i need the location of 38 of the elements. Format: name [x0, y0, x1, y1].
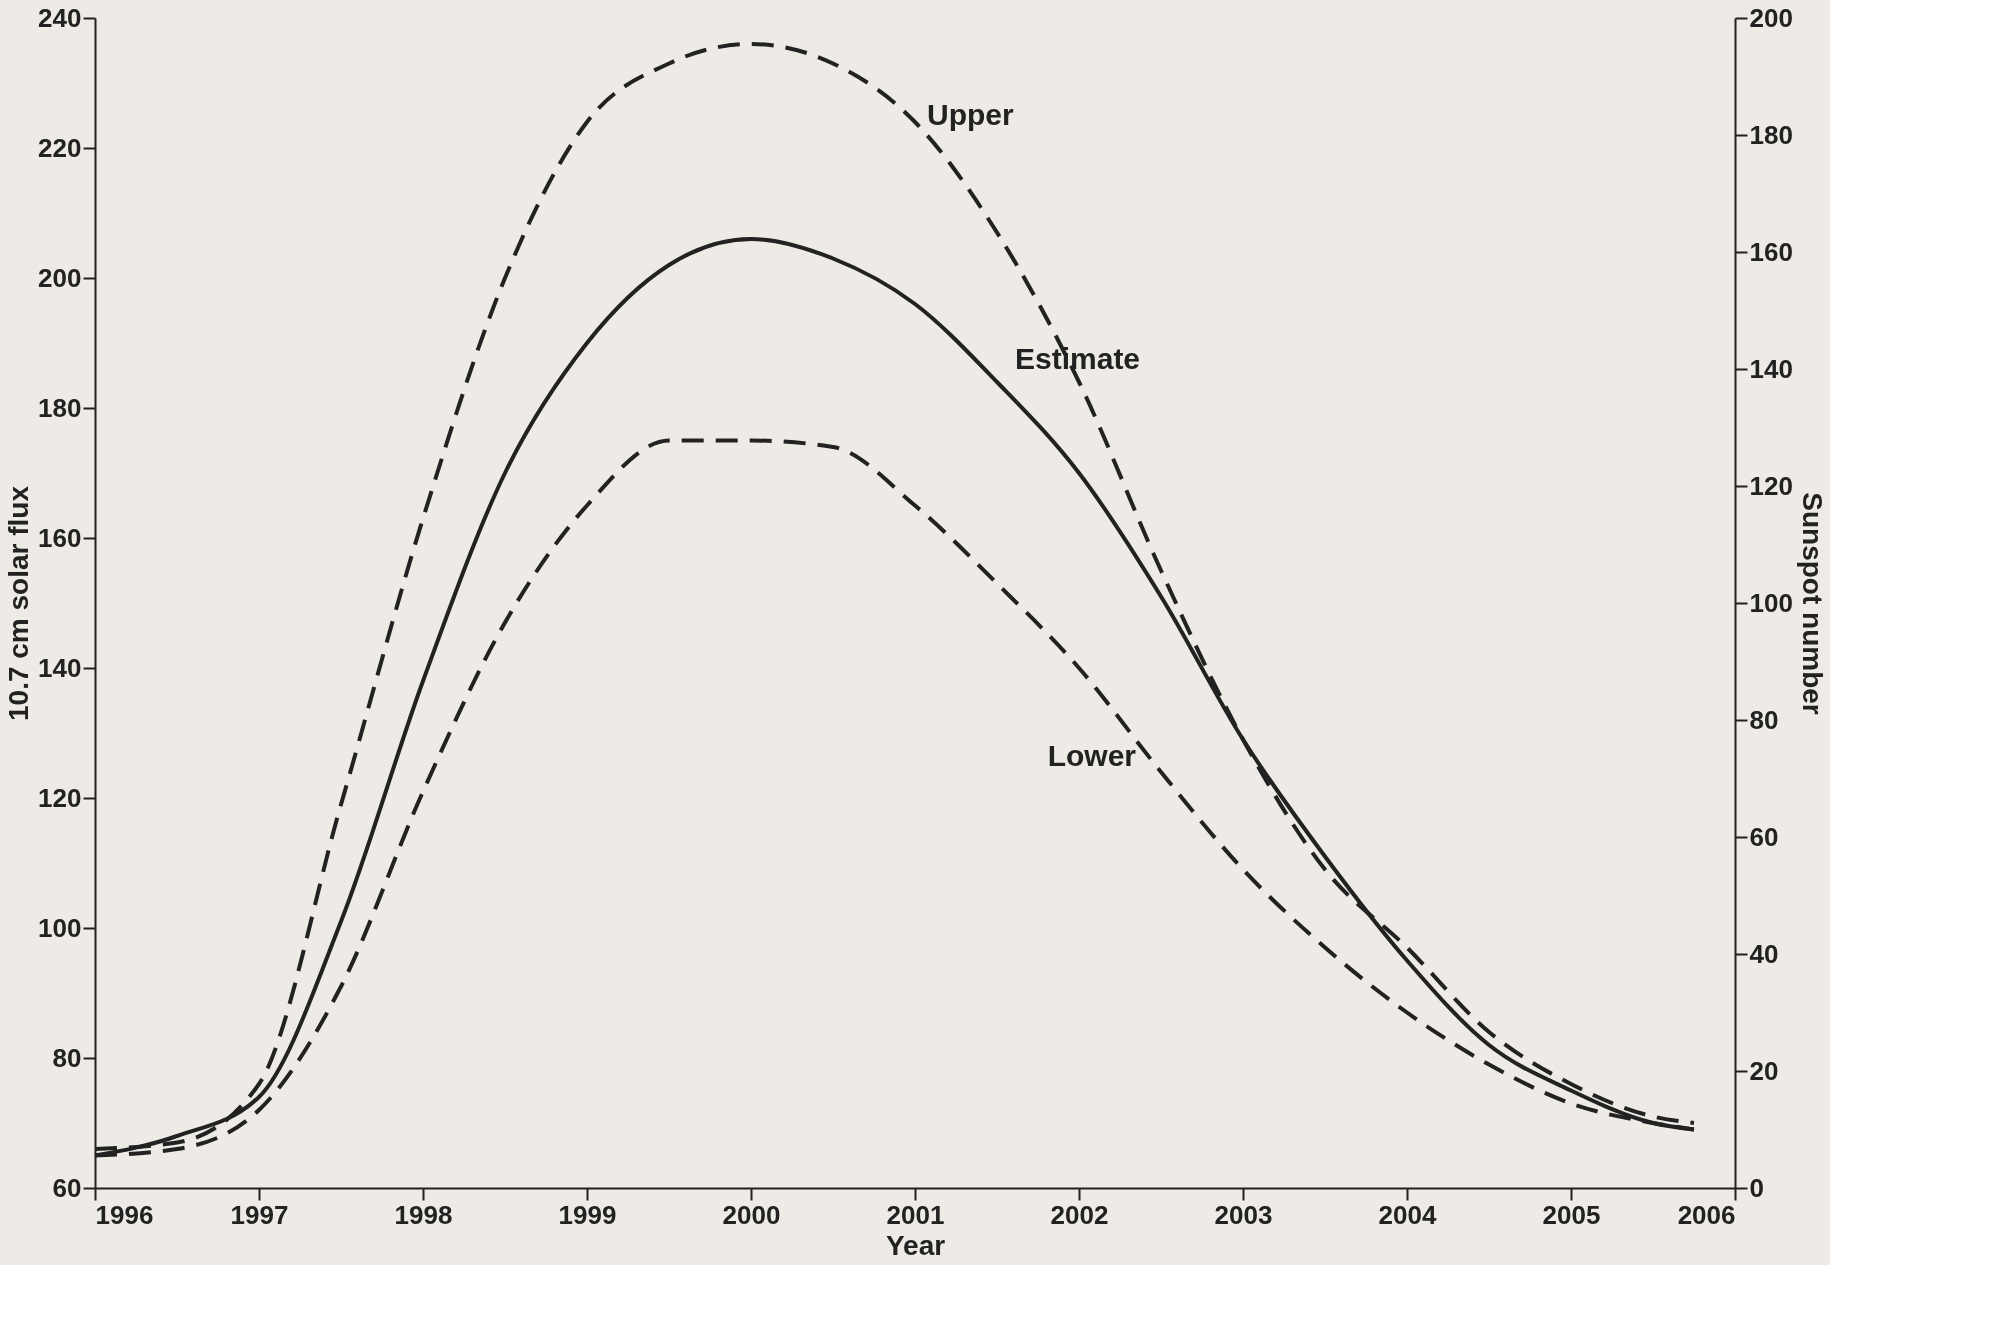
- y2-tick-label: 0: [1749, 1172, 1764, 1203]
- y2-tick-label: 180: [1749, 119, 1793, 150]
- x-axis-title: Year: [885, 1229, 946, 1261]
- y-tick-label: 200: [38, 262, 82, 293]
- y2-tick-label: 20: [1749, 1055, 1779, 1086]
- y-tick-label: 100: [38, 912, 82, 943]
- x-tick-label: 1999: [558, 1199, 617, 1230]
- y-tick-label: 60: [52, 1172, 82, 1203]
- y2-tick-label: 160: [1749, 236, 1793, 267]
- y-tick-label: 180: [38, 392, 82, 423]
- y2-tick-label: 40: [1749, 938, 1779, 969]
- x-tick-label: 2004: [1378, 1199, 1437, 1230]
- y2-axis-title: Sunspot number: [1796, 492, 1828, 715]
- x-tick-label: 2003: [1214, 1199, 1273, 1230]
- y2-tick-label: 80: [1749, 704, 1779, 735]
- y-axis-title: 10.7 cm solar flux: [3, 485, 35, 722]
- x-tick-label: 2001: [886, 1199, 945, 1230]
- y2-tick-label: 60: [1749, 821, 1779, 852]
- series-label: Estimate: [1015, 342, 1141, 375]
- x-tick-label: 1997: [230, 1199, 289, 1230]
- x-tick-label: 1996: [95, 1199, 154, 1230]
- x-tick-label: 2000: [722, 1199, 781, 1230]
- y-tick-label: 140: [38, 652, 82, 683]
- y2-tick-label: 200: [1749, 2, 1793, 33]
- y-tick-label: 220: [38, 132, 82, 163]
- y2-tick-label: 120: [1749, 470, 1793, 501]
- x-tick-label: 2005: [1542, 1199, 1601, 1230]
- x-tick-label: 1998: [394, 1199, 453, 1230]
- y2-tick-label: 100: [1749, 587, 1793, 618]
- y-tick-label: 120: [38, 782, 82, 813]
- x-tick-label: 2006: [1677, 1199, 1736, 1230]
- x-tick-label: 2002: [1050, 1199, 1109, 1230]
- series-label: Upper: [927, 98, 1014, 131]
- y-tick-label: 160: [38, 522, 82, 553]
- y2-tick-label: 140: [1749, 353, 1793, 384]
- y-tick-label: 80: [52, 1042, 82, 1073]
- series-label: Lower: [1047, 739, 1137, 772]
- y-tick-label: 240: [38, 2, 82, 33]
